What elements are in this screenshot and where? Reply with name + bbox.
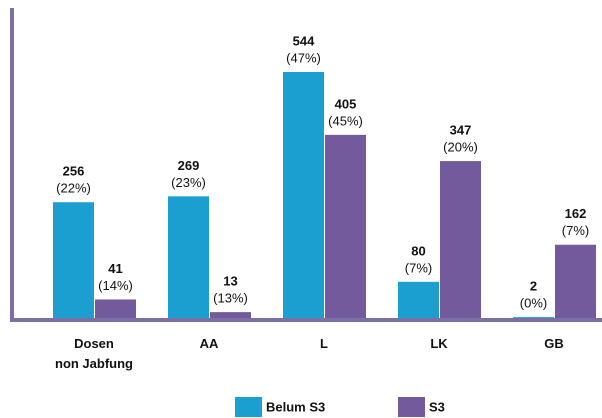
value-label: 544 xyxy=(293,33,315,48)
bar xyxy=(168,196,209,318)
share-label: (13%) xyxy=(213,291,248,306)
value-label: 347 xyxy=(450,123,472,138)
value-label: 41 xyxy=(108,261,122,276)
legend-swatch xyxy=(398,397,425,417)
value-label: 80 xyxy=(411,243,425,258)
share-label: (0%) xyxy=(520,296,547,311)
bar xyxy=(325,134,366,318)
share-label: (22%) xyxy=(56,181,91,196)
x-tick-label: AA xyxy=(199,336,219,351)
share-label: (45%) xyxy=(328,113,363,128)
bar xyxy=(95,299,136,318)
share-label: (23%) xyxy=(171,175,206,190)
bar xyxy=(283,72,324,318)
legend-label: Belum S3 xyxy=(266,399,325,414)
bar xyxy=(53,202,94,318)
x-tick-label: Dosen non Jabfung xyxy=(55,336,133,371)
bar xyxy=(555,244,596,318)
value-label: 2 xyxy=(530,279,537,294)
legend-label: S3 xyxy=(429,399,445,414)
legend-swatch xyxy=(235,397,262,417)
x-tick-label: LK xyxy=(430,336,448,351)
share-label: (47%) xyxy=(286,50,321,65)
share-label: (7%) xyxy=(405,260,432,275)
value-label: 162 xyxy=(565,206,587,221)
bar xyxy=(398,281,439,318)
value-label: 13 xyxy=(223,274,237,289)
value-label: 269 xyxy=(178,158,200,173)
bar xyxy=(513,317,554,318)
bar xyxy=(440,161,481,318)
bar xyxy=(210,312,251,318)
value-label: 256 xyxy=(63,164,85,179)
x-tick-label: L xyxy=(320,336,328,351)
share-label: (20%) xyxy=(443,140,478,155)
x-tick-label: GB xyxy=(544,336,564,351)
value-label: 405 xyxy=(335,96,357,111)
share-label: (14%) xyxy=(98,278,133,293)
share-label: (7%) xyxy=(562,223,589,238)
